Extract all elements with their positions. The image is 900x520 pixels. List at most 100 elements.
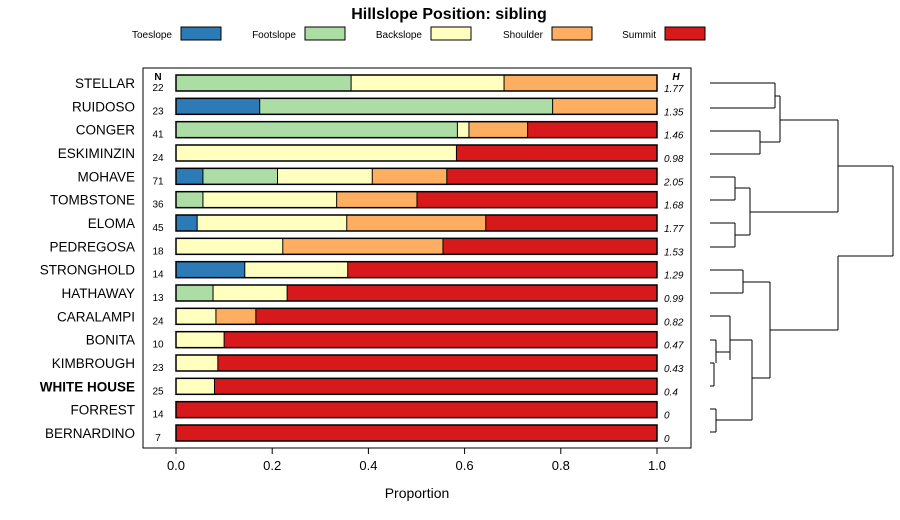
category-label-caralampi: CARALAMPI <box>57 309 135 324</box>
bar-segment-stronghold-summit <box>347 261 657 278</box>
n-value-pedregosa: 18 <box>152 246 164 257</box>
n-value-bernardino: 7 <box>155 433 161 444</box>
category-label-eloma: ELOMA <box>88 216 135 231</box>
bar-segment-conger-footslope <box>176 121 458 138</box>
n-column-header: N <box>154 72 161 83</box>
bar-segment-stronghold-toeslope <box>176 261 245 278</box>
bar-segment-pedregosa-backslope <box>176 238 283 255</box>
n-value-white-house: 25 <box>152 386 164 397</box>
bar-segment-mohave-toeslope <box>176 168 203 185</box>
bar-segment-kimbrough-summit <box>217 355 658 371</box>
bar-segment-eskiminzin-backslope <box>176 145 457 161</box>
legend-label-shoulder: Shoulder <box>503 30 544 41</box>
bar-outline-pedregosa <box>175 237 658 256</box>
x-tick-label: 0.8 <box>552 458 570 473</box>
bar-segment-eskiminzin-summit <box>456 145 657 161</box>
h-column-header: H <box>672 72 680 83</box>
h-value-eloma: 1.77 <box>664 224 684 235</box>
bar-segment-hathaway-footslope <box>176 285 214 301</box>
h-value-tombstone: 1.68 <box>664 201 684 212</box>
legend-swatch-toeslope <box>180 26 222 41</box>
bar-segment-bonita-summit <box>224 331 657 348</box>
bar-segment-ruidoso-shoulder <box>552 98 657 115</box>
bar-segment-eloma-backslope <box>197 215 347 231</box>
n-value-bonita: 10 <box>152 340 164 351</box>
bar-segment-caralampi-shoulder <box>215 308 256 325</box>
plot-frame <box>142 67 692 449</box>
bar-outline-forrest <box>175 400 658 419</box>
h-value-bernardino: 0 <box>664 434 670 445</box>
bar-segment-stronghold-backslope <box>244 261 348 278</box>
bar-outline-bonita <box>175 330 658 349</box>
bar-segment-bonita-backslope <box>176 331 225 348</box>
bar-outline-stronghold <box>175 260 658 279</box>
bar-segment-white-house-summit <box>214 378 658 395</box>
x-axis-label: Proportion <box>385 485 450 501</box>
h-value-pedregosa: 1.53 <box>664 247 684 258</box>
legend-swatch-summit <box>664 26 706 41</box>
category-label-eskiminzin: ESKIMINZIN <box>58 146 135 161</box>
n-value-stronghold: 14 <box>152 270 164 281</box>
category-label-hathaway: HATHAWAY <box>62 286 136 301</box>
category-label-stronghold: STRONGHOLD <box>40 263 136 278</box>
bar-segment-mohave-backslope <box>277 168 373 185</box>
bar-segment-tombstone-footslope <box>176 191 203 208</box>
h-value-eskiminzin: 0.98 <box>664 154 684 165</box>
bar-outline-mohave <box>175 167 658 186</box>
n-value-kimbrough: 23 <box>152 363 164 374</box>
n-value-eskiminzin: 24 <box>152 153 164 164</box>
h-value-mohave: 2.05 <box>663 177 684 188</box>
bar-segment-tombstone-summit <box>416 191 658 208</box>
bar-segment-tombstone-shoulder <box>336 191 417 208</box>
category-label-bonita: BONITA <box>86 333 135 348</box>
dendrogram <box>710 82 894 433</box>
bar-segment-stellar-backslope <box>351 75 505 91</box>
category-label-conger: CONGER <box>76 123 136 138</box>
h-value-white-house: 0.4 <box>664 387 678 398</box>
bar-segment-mohave-shoulder <box>372 168 447 185</box>
bar-segment-conger-backslope <box>457 121 469 138</box>
n-value-hathaway: 13 <box>152 293 164 304</box>
category-label-ruidoso: RUIDOSO <box>72 99 135 114</box>
plot-area: N H STELLAR 22 1.77 RUIDOSO 23 1.35 CONGER 41 1.46… <box>40 67 692 473</box>
bar-outline-kimbrough <box>175 354 658 372</box>
bar-segment-eloma-toeslope <box>176 215 198 231</box>
n-value-tombstone: 36 <box>152 200 164 211</box>
bar-segment-stellar-footslope <box>176 75 352 91</box>
bar-segment-conger-summit <box>527 121 657 138</box>
h-value-caralampi: 0.82 <box>664 317 684 328</box>
category-label-white-house: WHITE HOUSE <box>40 379 135 394</box>
bar-segment-conger-shoulder <box>468 121 528 138</box>
bar-outline-eskiminzin <box>175 144 658 162</box>
bar-outline-tombstone <box>175 190 658 209</box>
legend-label-backslope: Backslope <box>376 30 423 41</box>
x-tick-label: 0.6 <box>456 458 474 473</box>
legend-swatch-backslope <box>430 26 472 41</box>
category-label-kimbrough: KIMBROUGH <box>52 356 135 371</box>
bar-segment-white-house-backslope <box>176 378 215 395</box>
chart-title: Hillslope Position: sibling <box>351 6 547 23</box>
bar-segment-mohave-footslope <box>202 168 278 185</box>
h-value-kimbrough: 0.43 <box>664 364 684 375</box>
x-tick-label: 0.2 <box>263 458 281 473</box>
bar-segment-eloma-summit <box>485 215 657 231</box>
category-label-tombstone: TOMBSTONE <box>50 193 135 208</box>
legend: Toeslope Footslope Backslope Shoulder Summit <box>132 26 706 41</box>
legend-label-summit: Summit <box>622 30 656 41</box>
h-value-conger: 1.46 <box>664 131 684 142</box>
legend-label-toeslope: Toeslope <box>132 30 172 41</box>
x-tick-label: 0.0 <box>167 458 185 473</box>
category-label-pedregosa: PEDREGOSA <box>49 239 135 254</box>
category-label-mohave: MOHAVE <box>77 169 135 184</box>
bar-outline-conger <box>175 120 658 139</box>
bar-outline-hathaway <box>175 284 658 302</box>
n-value-conger: 41 <box>152 130 164 141</box>
n-value-eloma: 45 <box>152 223 164 234</box>
bar-segment-ruidoso-footslope <box>259 98 553 115</box>
legend-label-footslope: Footslope <box>252 30 296 41</box>
n-value-caralampi: 24 <box>152 316 164 327</box>
category-label-bernardino: BERNARDINO <box>45 426 135 441</box>
bar-segment-hathaway-backslope <box>213 285 288 301</box>
legend-swatch-footslope <box>304 26 346 41</box>
n-value-ruidoso: 23 <box>152 106 164 117</box>
